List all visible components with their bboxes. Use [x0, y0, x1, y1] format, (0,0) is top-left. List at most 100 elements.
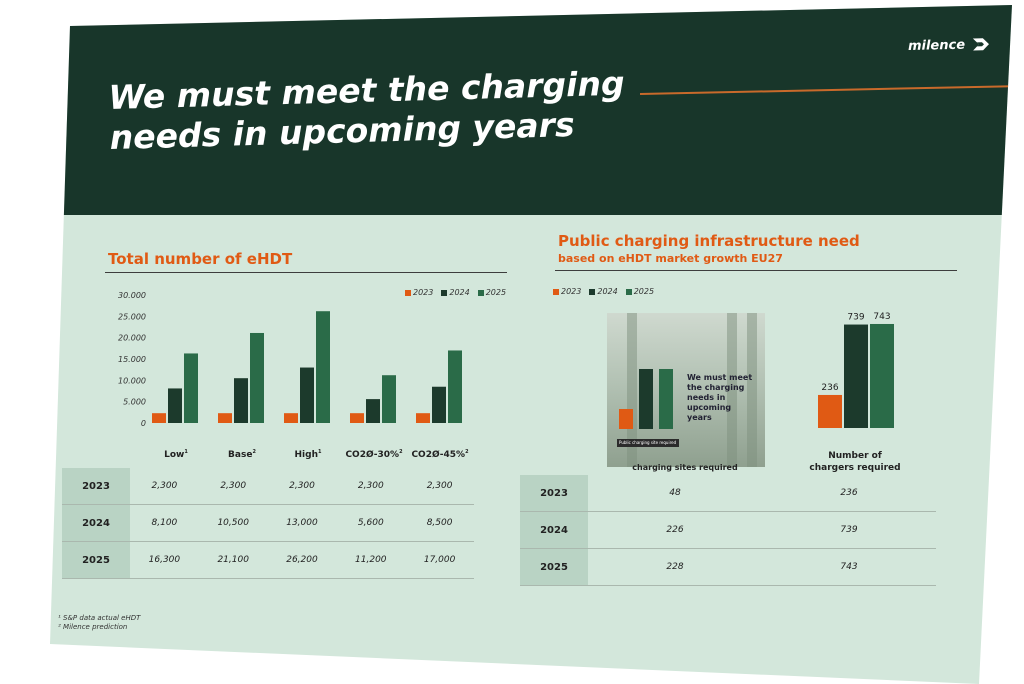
chargers-bar-2023	[818, 394, 842, 428]
bar-2025	[448, 350, 462, 423]
footnote-1: ¹ S&P data actual eHDT	[58, 614, 141, 622]
bar-2023	[350, 413, 364, 423]
table-cell: 8,500	[405, 504, 474, 542]
row-year: 2025	[520, 548, 588, 586]
charging-sites-photo-overlay: We must meet the charging needs in upcom…	[607, 313, 765, 467]
charging-table: 2023 48 236 2024 226 739 2025 228 743	[520, 475, 936, 586]
photo-caption-strip: Public charging site required	[617, 439, 679, 447]
footnote-2: ² Milence prediction	[58, 623, 128, 631]
y-tick-label: 0	[141, 419, 146, 428]
photo-tree	[747, 313, 757, 467]
row-year: 2023	[520, 475, 588, 512]
mini-bar-2023	[619, 409, 633, 429]
bar-2025	[184, 353, 198, 423]
category-label: Base2	[228, 449, 256, 460]
table-cell: 13,000	[267, 504, 337, 542]
chargers-bar-2024	[844, 324, 868, 428]
table-cell: 26,200	[267, 541, 337, 579]
right-section-rule	[555, 270, 957, 271]
category-mark: 1	[318, 449, 322, 455]
row-year: 2023	[62, 468, 130, 505]
bar-2024	[300, 367, 314, 423]
table-cell: 10,500	[198, 504, 268, 542]
photo-tree	[627, 313, 637, 467]
table-cell: 226	[588, 511, 762, 549]
category-mark: 2	[465, 449, 469, 455]
table-cell: 739	[762, 511, 936, 549]
legend-2025: 2025	[625, 287, 654, 296]
chargers-column-label: Number of chargers required	[790, 450, 920, 474]
legend-2023: 2023	[553, 287, 581, 296]
table-row: 2025 16,300 21,100 26,200 11,200 17,000	[62, 541, 474, 579]
row-year: 2025	[62, 541, 130, 579]
bar-2024	[234, 378, 248, 423]
table-row: 2023 48 236	[520, 475, 936, 512]
category-label: High1	[295, 449, 322, 460]
bar-2024	[366, 399, 380, 423]
table-cell: 5,600	[336, 504, 406, 542]
right-section-subtitle: based on eHDT market growth EU27	[558, 252, 783, 265]
legend-2024: 2024	[589, 287, 618, 296]
category-label: CO2Ø-45%2	[411, 449, 469, 460]
chargers-bar-2025	[870, 323, 894, 428]
table-cell: 16,300	[130, 541, 199, 579]
bar-2023	[284, 413, 298, 423]
table-cell: 2,300	[198, 468, 268, 505]
table-cell: 8,100	[130, 504, 199, 542]
chargers-label-line-2: chargers required	[809, 463, 901, 473]
title-banner	[50, 5, 1012, 215]
ehdt-bar-chart: 30.000 25.000 20.000 15.000 10.000 5.000 0 Low1…	[118, 291, 469, 460]
sites-column-label: charging sites required	[632, 463, 738, 472]
table-cell: 2,300	[405, 468, 474, 505]
table-row: 2024 8,100 10,500 13,000 5,600 8,500	[62, 504, 474, 542]
table-cell: 17,000	[405, 541, 474, 579]
legend-2023: 2023	[405, 288, 433, 297]
chargers-data-label: 739	[847, 313, 864, 323]
y-tick-label: 20.000	[118, 334, 146, 343]
category-mark: 2	[399, 449, 403, 455]
y-tick-label: 15.000	[118, 355, 146, 364]
bar-2025	[316, 311, 330, 423]
table-cell: 2,300	[336, 468, 406, 505]
logo-mark-icon	[972, 38, 990, 51]
photo-overlay-text: We must meet the charging needs in upcom…	[687, 373, 753, 422]
right-section-title: Public charging infrastructure need	[558, 232, 860, 250]
bar-2025	[382, 375, 396, 423]
y-tick-label: 30.000	[118, 291, 146, 300]
category-label: Low1	[164, 449, 188, 460]
y-tick-label: 5.000	[123, 398, 146, 407]
chargers-data-label: 743	[873, 312, 890, 322]
row-year: 2024	[62, 504, 130, 542]
table-cell: 2,300	[130, 468, 199, 505]
table-row: 2023 2,300 2,300 2,300 2,300 2,300	[62, 468, 474, 505]
table-cell: 11,200	[336, 541, 406, 579]
bar-2025	[250, 332, 264, 423]
bar-2023	[218, 413, 232, 423]
mini-bar-2025	[659, 369, 673, 429]
bar-2023	[416, 413, 430, 423]
category-mark: 1	[184, 449, 188, 455]
y-tick-label: 25.000	[118, 312, 146, 321]
y-tick-label: 10.000	[118, 376, 146, 385]
left-chart-legend: 2023 2024 2025	[405, 288, 506, 297]
chargers-label-line-1: Number of	[828, 451, 882, 461]
right-chart-legend: 2023 2024 2025	[553, 287, 654, 296]
legend-2025: 2025	[477, 288, 506, 297]
mini-bar-2024	[639, 369, 653, 429]
table-cell: 21,100	[198, 541, 268, 579]
table-cell: 743	[762, 548, 936, 586]
ehdt-table: 2023 2,300 2,300 2,300 2,300 2,300 2024 …	[62, 468, 474, 579]
milence-logo: milence	[908, 36, 993, 54]
photo-tree	[727, 313, 737, 467]
bar-2024	[432, 386, 446, 423]
table-cell: 236	[762, 475, 936, 512]
table-row: 2024 226 739	[520, 511, 936, 549]
category-label: CO2Ø-30%2	[345, 449, 403, 460]
row-year: 2024	[520, 511, 588, 549]
legend-2024: 2024	[441, 288, 470, 297]
table-row: 2025 228 743	[520, 548, 936, 586]
table-cell: 48	[588, 475, 762, 512]
slide-title: We must meet the charging needs in upcom…	[108, 62, 670, 158]
